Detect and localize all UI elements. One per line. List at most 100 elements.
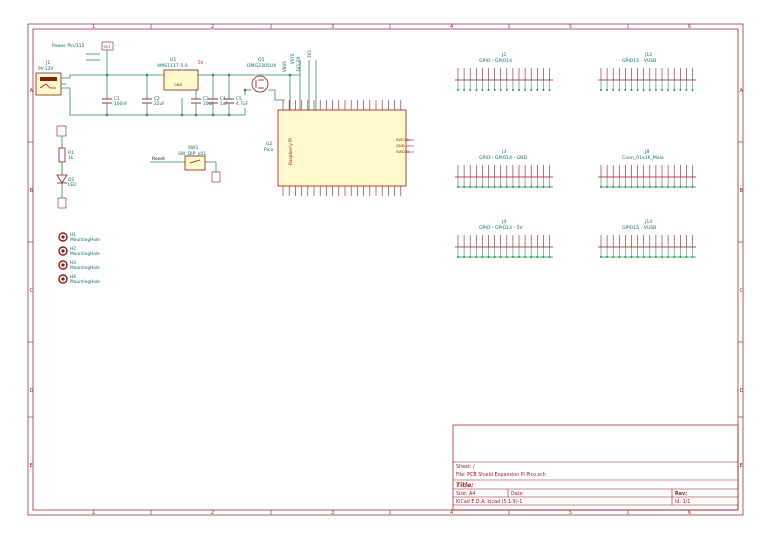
frame-col-number: 3 bbox=[331, 510, 334, 516]
frame-row-letter: C bbox=[30, 288, 34, 294]
frame-row-letter: E bbox=[740, 463, 743, 469]
pico-pins bbox=[282, 100, 402, 196]
capacitor-ref: C1 bbox=[114, 96, 120, 102]
mosfet-value: DMG2305UX bbox=[247, 63, 276, 69]
junction-dot bbox=[145, 73, 149, 77]
junction-dot bbox=[105, 113, 109, 117]
dc-jack-j1: J1 9V-12V bbox=[35, 60, 62, 96]
connector-ref: J4 bbox=[501, 219, 506, 225]
frame-col-number: 3 bbox=[331, 24, 334, 30]
regulator-ref: U1 bbox=[170, 57, 176, 63]
title-date: Date: bbox=[511, 491, 524, 497]
connector-value: GPIO - GPIO14 - 5V bbox=[479, 225, 524, 231]
supply-label: 5V bbox=[198, 60, 204, 65]
frame-row-letter: A bbox=[740, 88, 744, 94]
hole-value: MountingHole bbox=[70, 237, 100, 243]
power-input: Power Pin/115 5V1 bbox=[52, 41, 114, 68]
title-id: Id: 1/1 bbox=[675, 499, 690, 505]
connector-value: GPIO - GPIO14 bbox=[479, 58, 512, 64]
mosfet-ref: Q1 bbox=[258, 57, 265, 63]
led-value: LED bbox=[68, 182, 77, 188]
pico-ref: U2 bbox=[266, 141, 272, 147]
frame-row-letter: B bbox=[740, 188, 744, 194]
mosfet-q1: Q1 DMG2305UX bbox=[247, 57, 276, 93]
title-file: File: PCB Shield Expansion Pi Pico.sch bbox=[456, 472, 546, 478]
regulator-value: AMS1117-5.0 bbox=[157, 63, 188, 69]
frame-row-letter: A bbox=[30, 88, 34, 94]
jack-ref: J1 bbox=[45, 60, 50, 66]
regulator-u1: U1 AMS1117-5.0 GND bbox=[157, 57, 199, 91]
junction-dot bbox=[288, 73, 292, 77]
frame-col-number: 5 bbox=[569, 24, 572, 30]
junction-dot bbox=[180, 113, 184, 117]
title-kicad: KiCad E.D.A. kicad (5.1.9)-1 bbox=[456, 499, 522, 505]
junction-dot bbox=[227, 113, 231, 117]
frame-row-letter: B bbox=[30, 188, 34, 194]
led-ref: D1 bbox=[68, 177, 75, 183]
connector-value: GPIO - GPIO14 - GND bbox=[479, 155, 528, 161]
junction-dot bbox=[243, 88, 247, 92]
frame-row-letter: D bbox=[30, 388, 34, 394]
regulator-gnd-pin: GND bbox=[174, 83, 182, 87]
junction-dot bbox=[105, 73, 109, 77]
supply-label: 3V3_EN bbox=[296, 57, 301, 72]
frame-col-number: 4 bbox=[450, 510, 453, 516]
title-sheet: Sheet: / bbox=[456, 464, 475, 470]
junction-dot bbox=[211, 73, 215, 77]
capacitor-ref: C3 bbox=[203, 96, 209, 102]
capacitor-ref: C2 bbox=[154, 96, 160, 102]
pico-body-text: Raspberry Pi bbox=[288, 138, 294, 165]
reset-net-label: Reset bbox=[152, 156, 165, 162]
hole-ref: H1 bbox=[70, 232, 76, 238]
capacitor-value: 1uF bbox=[220, 101, 228, 107]
power-input-tag: 5V1 bbox=[104, 45, 111, 49]
supply-label: VSYS bbox=[290, 53, 295, 64]
frame-row-letter: E bbox=[30, 463, 33, 469]
capacitor-value: 100nF bbox=[114, 101, 128, 107]
hole-ref: H3 bbox=[70, 260, 76, 266]
capacitor-value: 10uF bbox=[203, 101, 214, 107]
frame-col-number: 2 bbox=[211, 510, 214, 516]
connector-value: GPIO15 - VUSB bbox=[622, 58, 656, 64]
connector-ref: J12 bbox=[644, 52, 652, 58]
reset-switch-sw1: SW1 SW_DIP_x01 Reset bbox=[150, 145, 221, 183]
connector-ref: J2 bbox=[501, 52, 506, 58]
hole-ref: H2 bbox=[70, 246, 76, 252]
jack-value: 9V-12V bbox=[38, 66, 53, 72]
capacitor-ref: C5 bbox=[236, 96, 242, 102]
junction-dot bbox=[211, 113, 215, 117]
frame-col-number: 6 bbox=[688, 510, 691, 516]
connector-value: Conn_01x16_Male bbox=[622, 155, 664, 161]
title-size: Size: A4 bbox=[456, 491, 475, 497]
capacitor-value: 22uF bbox=[154, 101, 165, 107]
led-block: R1 1k D1 LED bbox=[56, 125, 77, 209]
junction-dot bbox=[145, 113, 149, 117]
connector-value: GPIO15 - VUSB bbox=[622, 225, 656, 231]
power-input-label: Power Pin/115 bbox=[52, 43, 85, 49]
supply-label: 3V3 bbox=[307, 50, 312, 58]
title-rev: Rev: bbox=[675, 491, 687, 497]
frame-col-number: 6 bbox=[688, 24, 691, 30]
pico-swd-pin-label: SWDIO bbox=[396, 149, 409, 154]
frame-row-letter: D bbox=[740, 388, 744, 394]
supply-label: VBUS bbox=[282, 61, 287, 72]
frame-col-number: 1 bbox=[92, 510, 95, 516]
pico-swd-pin-label: SWCLK bbox=[396, 137, 410, 142]
capacitor-value: 4.7uF bbox=[236, 101, 249, 107]
